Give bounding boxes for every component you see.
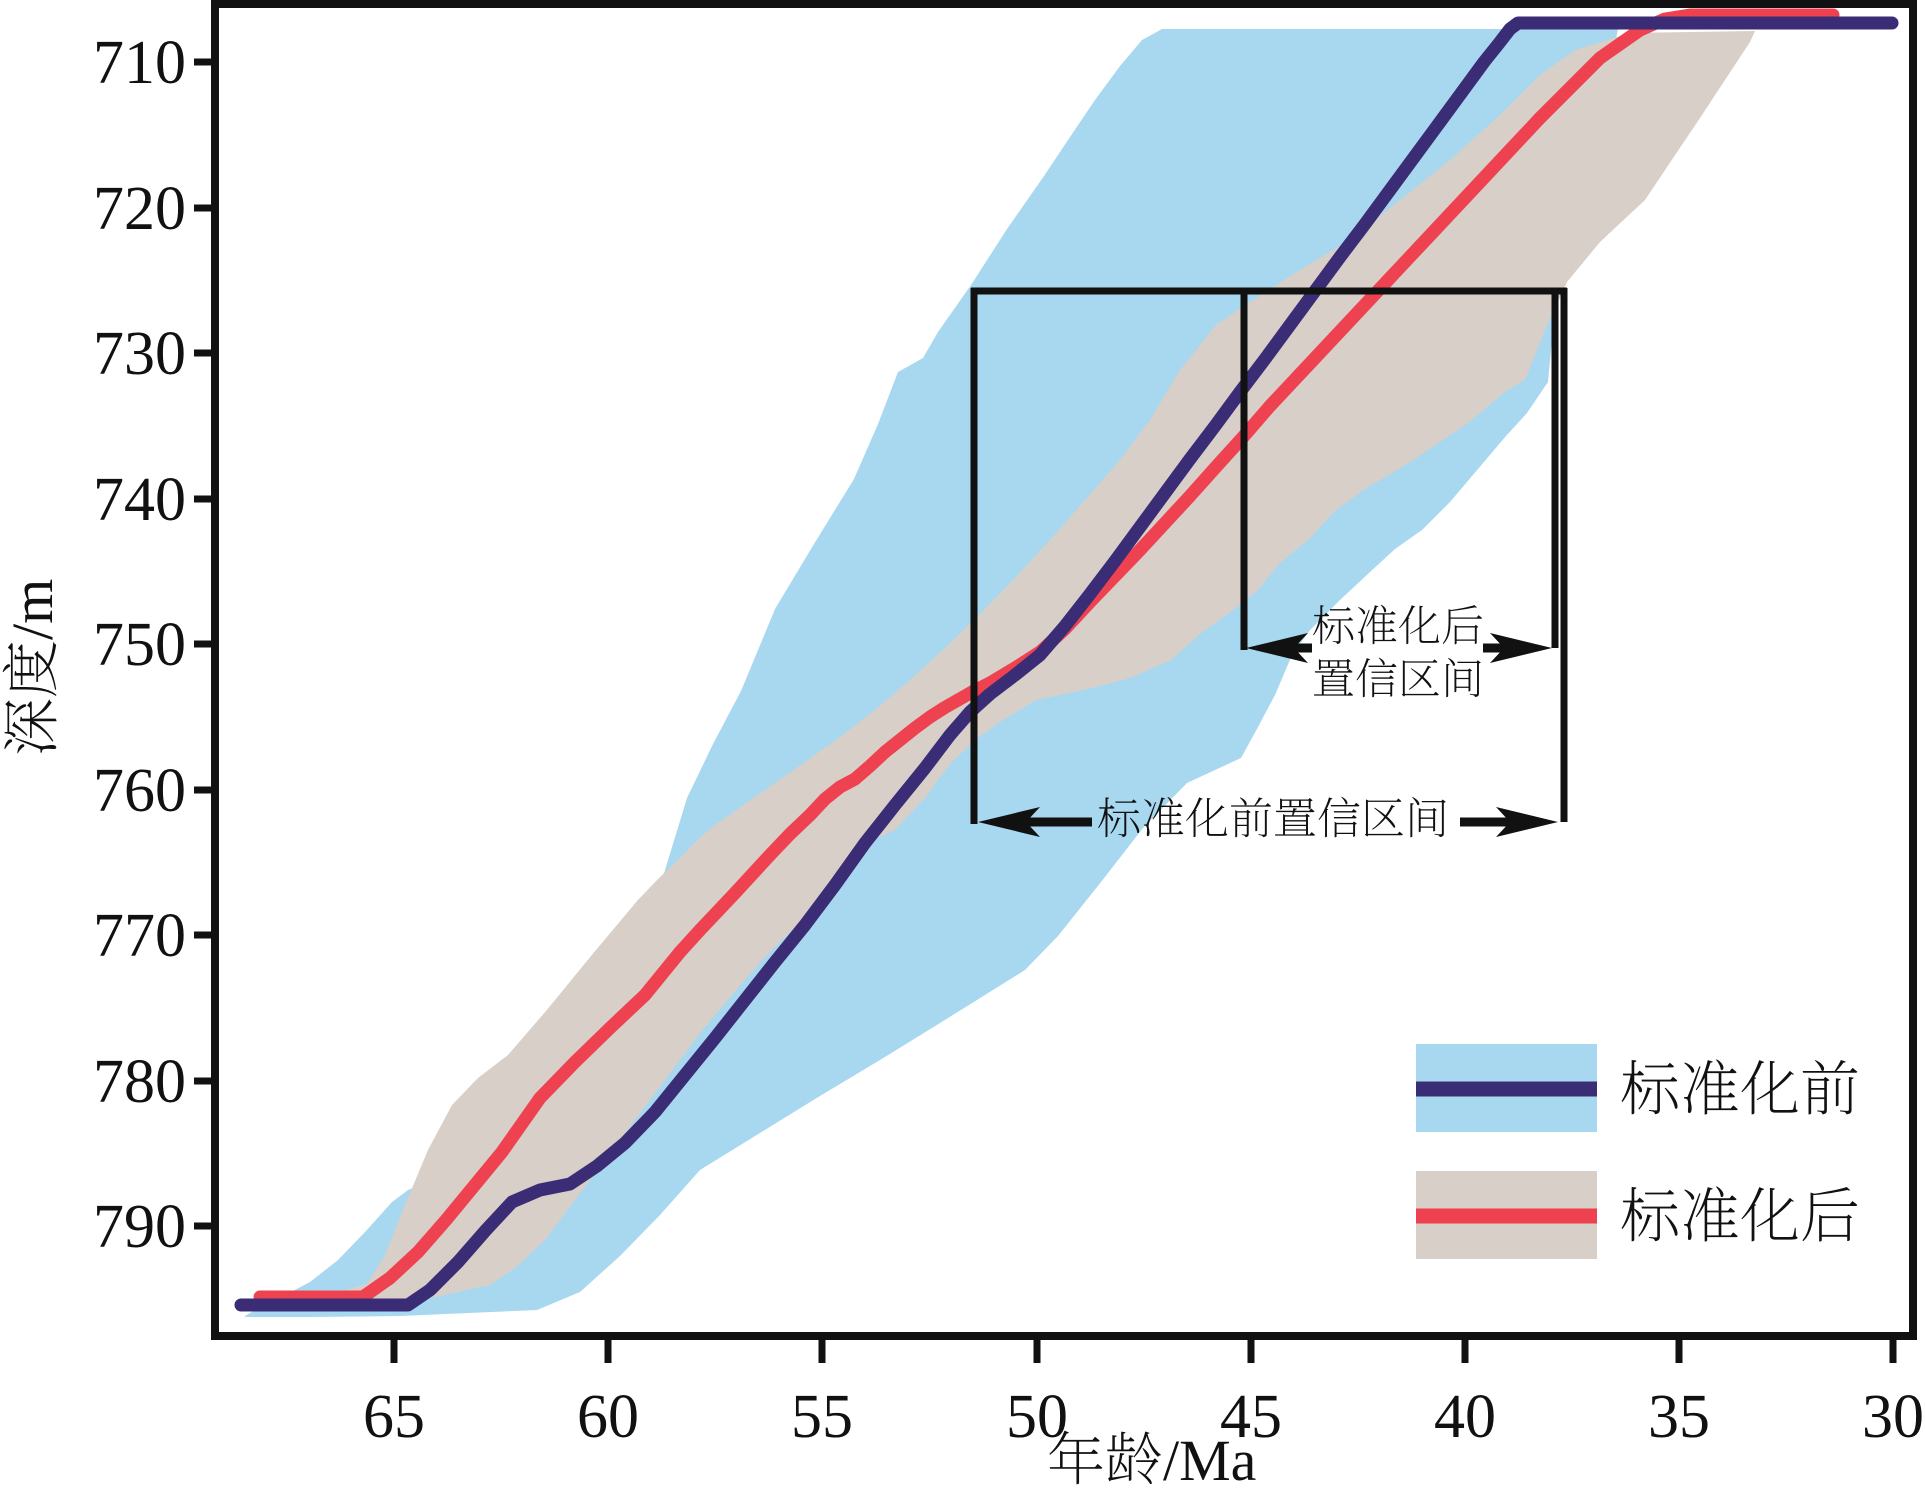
svg-text:720: 720 [93, 175, 186, 243]
svg-text:35: 35 [1648, 1383, 1710, 1451]
svg-text:40: 40 [1434, 1383, 1496, 1451]
svg-text:45: 45 [1220, 1383, 1282, 1451]
svg-text:55: 55 [791, 1383, 853, 1451]
svg-text:/m: /m [0, 579, 65, 640]
svg-text:50: 50 [1006, 1383, 1068, 1451]
svg-text:730: 730 [93, 320, 186, 388]
svg-text:65: 65 [363, 1383, 425, 1451]
svg-text:60: 60 [577, 1383, 639, 1451]
svg-text:30: 30 [1862, 1383, 1924, 1451]
svg-text:750: 750 [93, 611, 186, 679]
svg-text:710: 710 [93, 29, 186, 97]
svg-text:790: 790 [93, 1193, 186, 1261]
svg-text:780: 780 [93, 1048, 186, 1116]
svg-text:770: 770 [93, 902, 186, 970]
svg-text:760: 760 [93, 757, 186, 825]
svg-text:/Ma: /Ma [1163, 1428, 1256, 1488]
svg-text:740: 740 [93, 466, 186, 534]
